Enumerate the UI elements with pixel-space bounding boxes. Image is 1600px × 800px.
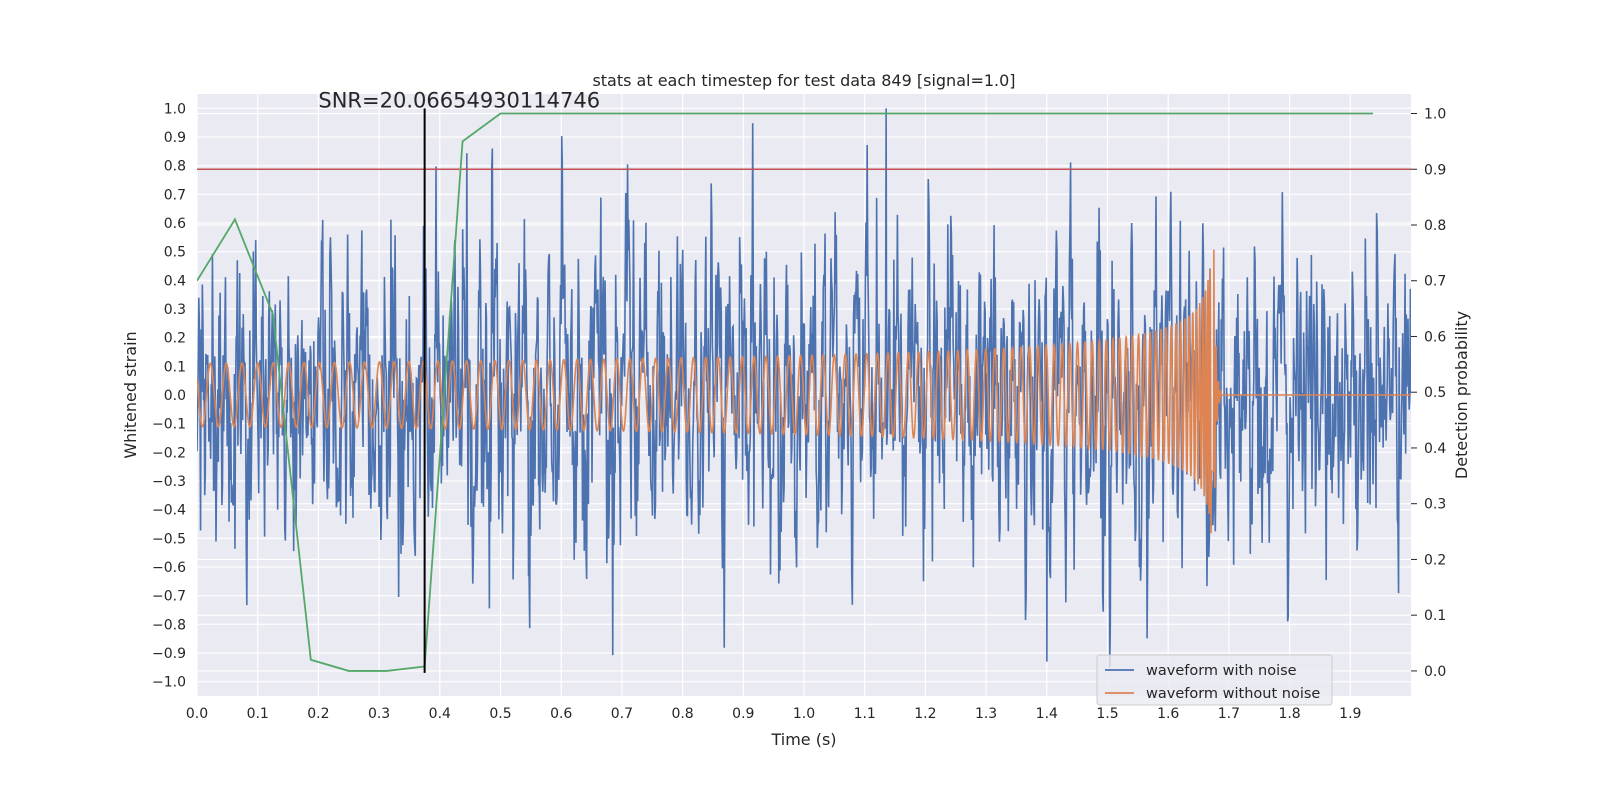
y-tick-label: 0.0: [164, 388, 186, 404]
y-tick-label: 0.6: [164, 216, 186, 232]
y-tick-label: 0.5: [164, 245, 186, 261]
legend-box: [1096, 654, 1333, 706]
x-tick-label: 1.3: [975, 706, 997, 722]
x-tick-label: 1.4: [1036, 706, 1058, 722]
y-tick-label: 0.1: [164, 359, 186, 375]
y-tick-label: −0.1: [152, 417, 186, 433]
legend: waveform with noise waveform without noi…: [1096, 654, 1333, 706]
y-tick-label: 0.3: [164, 302, 186, 318]
x-tick-label: 0.7: [611, 706, 633, 722]
x-tick-label: 0.0: [186, 706, 208, 722]
x-tick-label: 1.9: [1339, 706, 1361, 722]
legend-entry-clean: waveform without noise: [1146, 686, 1320, 702]
y-tick-label: −0.2: [152, 445, 186, 461]
y-tick-label: 0.4: [164, 273, 186, 289]
y2-tick-label: 0.4: [1424, 441, 1446, 457]
y-tick-label: 0.9: [164, 130, 186, 146]
series-layer: [197, 108, 1411, 672]
y2-tick-label: 0.0: [1424, 664, 1446, 680]
x-tick-label: 1.2: [914, 706, 936, 722]
series-waveform-without-noise: [197, 249, 1411, 534]
snr-annotation: SNR=20.06654930114746: [318, 88, 600, 112]
y2-axis-label: Detection probability: [1452, 311, 1471, 479]
x-tick-label: 1.6: [1157, 706, 1179, 722]
y-tick-label: 1.0: [164, 101, 186, 117]
x-tick-label: 0.9: [732, 706, 754, 722]
x-axis-label: Time (s): [770, 730, 836, 749]
y-axis-label: Whitened strain: [121, 331, 140, 458]
x-tick-label: 0.8: [671, 706, 693, 722]
y2-tick-label: 0.5: [1424, 385, 1446, 401]
y2-tick-label: 0.1: [1424, 608, 1446, 624]
x-tick-label: 0.5: [489, 706, 511, 722]
y2-tick-label: 0.3: [1424, 497, 1446, 513]
x-tick-label: 0.1: [247, 706, 269, 722]
y-tick-label: 0.2: [164, 331, 186, 347]
y-tick-label: −0.6: [152, 560, 186, 576]
y2-tick-label: 0.8: [1424, 218, 1446, 234]
x-tick-label: 0.6: [550, 706, 572, 722]
y2-tick-label: 0.7: [1424, 274, 1446, 290]
y-tick-label: −1.0: [152, 675, 186, 691]
x-tick-label: 0.3: [368, 706, 390, 722]
y-tick-label: 0.7: [164, 187, 186, 203]
x-tick-label: 1.8: [1278, 706, 1300, 722]
x-tick-label: 1.0: [793, 706, 815, 722]
series-detection-probability: [197, 112, 1374, 672]
y2-tick-label: 1.0: [1424, 107, 1446, 123]
x-tick-label: 1.5: [1096, 706, 1118, 722]
y-tick-label: 0.8: [164, 159, 186, 175]
y-tick-label: −0.5: [152, 531, 186, 547]
x-tick-label: 0.2: [307, 706, 329, 722]
chart-title: stats at each timestep for test data 849…: [592, 71, 1015, 90]
y-tick-label: −0.9: [152, 646, 186, 662]
x-tick-label: 0.4: [429, 706, 451, 722]
y2-tick-label: 0.2: [1424, 552, 1446, 568]
y-tick-label: −0.8: [152, 617, 186, 633]
y-tick-label: −0.4: [152, 503, 186, 519]
legend-entry-noise: waveform with noise: [1146, 663, 1297, 679]
y2-tick-label: 0.6: [1424, 329, 1446, 345]
y-tick-label: −0.7: [152, 589, 186, 605]
ticks-layer: 0.0 0.1 0.2 0.3 0.4 0.5 0.6 0.7 0.8 0.9 1.0 1.1 1.2 1…: [152, 101, 1446, 722]
x-tick-label: 1.7: [1218, 706, 1240, 722]
y-tick-label: −0.3: [152, 474, 186, 490]
x-tick-label: 1.1: [854, 706, 876, 722]
y2-tick-label: 0.9: [1424, 162, 1446, 178]
